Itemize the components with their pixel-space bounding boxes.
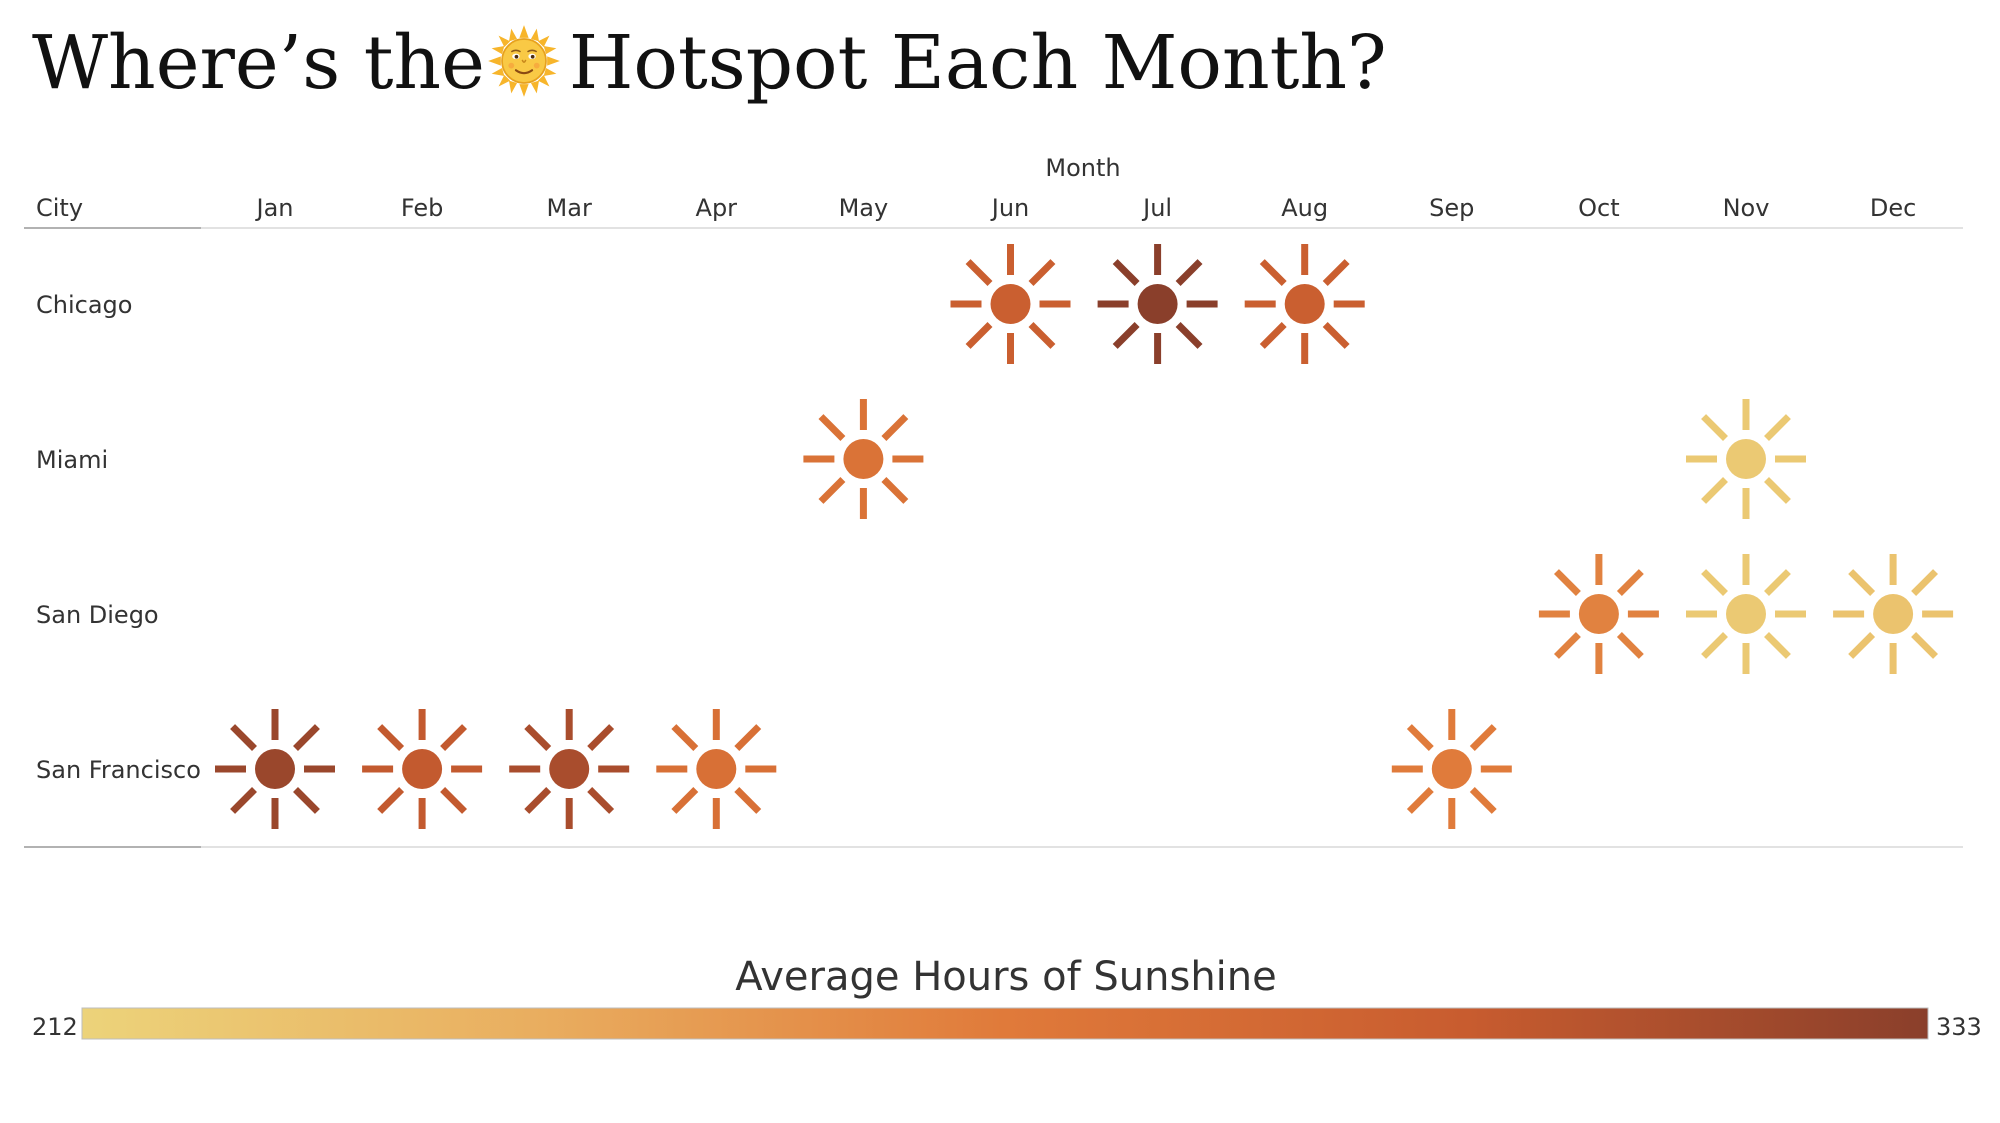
sun-icon-san-francisco-jan[interactable]: San Francisco Jan: 325 — [215, 709, 335, 829]
title-text-after: Hotspot Each Month? — [568, 20, 1387, 106]
month-label-may: May — [839, 194, 889, 222]
sun-face-icon — [487, 24, 561, 98]
legend-min-label: 212 — [32, 1013, 78, 1041]
month-label-oct: Oct — [1578, 194, 1620, 222]
month-label-jan: Jan — [255, 194, 294, 222]
month-label-jul: Jul — [1141, 194, 1172, 222]
legend-max-label: 333 — [1936, 1013, 1982, 1041]
sun-icon-miami-nov[interactable]: Miami Nov: 220 — [1686, 399, 1806, 519]
month-axis-title: Month — [1045, 154, 1120, 182]
month-label-aug: Aug — [1281, 194, 1328, 222]
legend-title: Average Hours of Sunshine — [735, 954, 1277, 1000]
sun-icon-san-francisco-feb[interactable]: San Francisco Feb: 305 — [362, 709, 483, 829]
sun-icon-san-francisco-mar[interactable]: San Francisco Mar: 318 — [509, 709, 630, 829]
city-label-san-diego: San Diego — [36, 601, 159, 629]
sun-icon-san-diego-dec[interactable]: San Diego Dec: 225 — [1833, 554, 1954, 674]
title-text-before: Where’s the — [32, 20, 485, 106]
city-label-chicago: Chicago — [36, 291, 132, 319]
sun-icon-san-diego-nov[interactable]: San Diego Nov: 220 — [1686, 554, 1806, 674]
sun-icon-san-diego-oct[interactable]: San Diego Oct: 268 — [1538, 554, 1659, 674]
month-label-sep: Sep — [1429, 194, 1474, 222]
month-label-mar: Mar — [547, 194, 592, 222]
sun-icon-chicago-aug[interactable]: Chicago Aug: 300 — [1244, 244, 1365, 364]
city-label-san-francisco: San Francisco — [36, 756, 201, 784]
month-label-feb: Feb — [401, 194, 444, 222]
legend-color-bar — [81, 1007, 1929, 1040]
month-label-apr: Apr — [696, 194, 738, 222]
sun-icon-san-francisco-apr[interactable]: San Francisco Apr: 283 — [656, 709, 777, 829]
sun-icon-san-francisco-sep[interactable]: San Francisco Sep: 272 — [1391, 709, 1512, 829]
month-label-nov: Nov — [1723, 194, 1770, 222]
month-label-dec: Dec — [1870, 194, 1916, 222]
month-label-jun: Jun — [990, 194, 1030, 222]
city-label-miami: Miami — [36, 446, 108, 474]
city-column-header: City — [36, 194, 83, 222]
chart-title: Where’s the Hotspot Each Month? — [32, 20, 1387, 106]
sun-icon-chicago-jul[interactable]: Chicago Jul: 333 — [1097, 244, 1218, 364]
sun-icon-chicago-jun[interactable]: Chicago Jun: 300 — [950, 244, 1071, 364]
sun-icon-miami-may[interactable]: Miami May: 280 — [803, 399, 924, 519]
